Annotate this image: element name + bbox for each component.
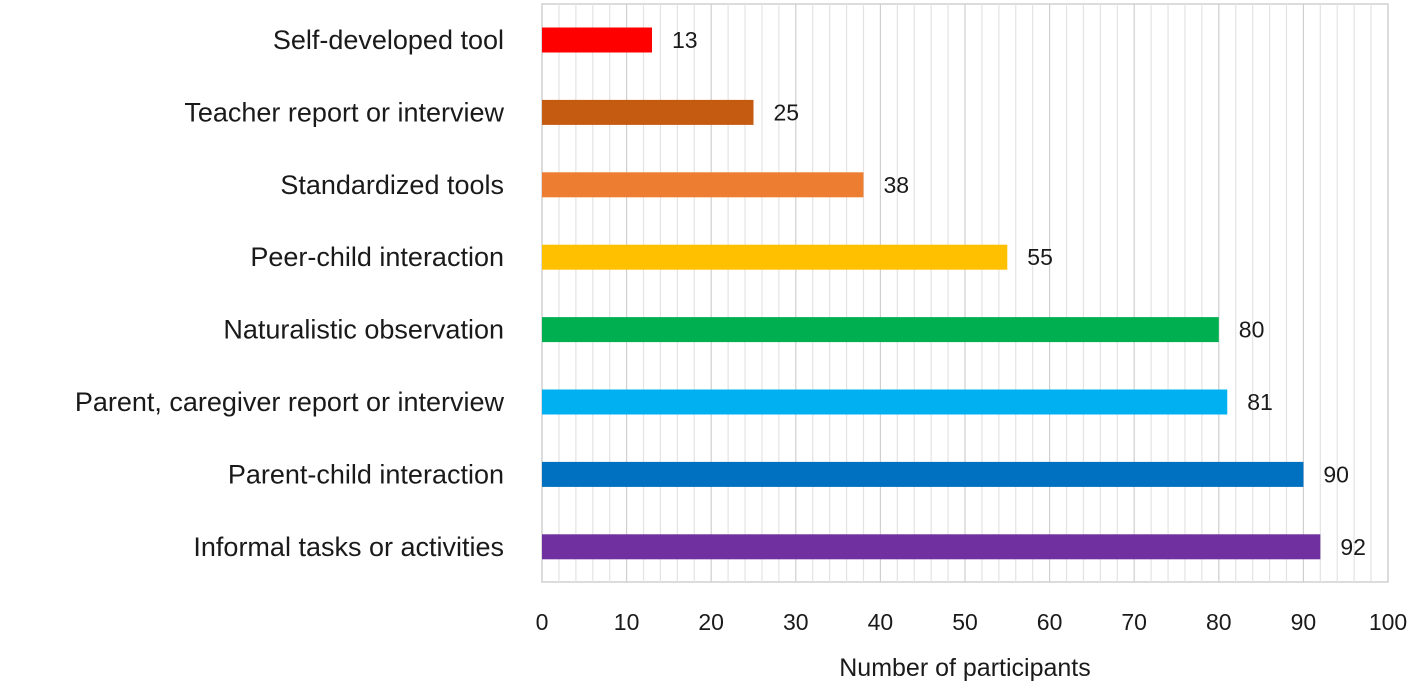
category-label-naturalistic-observation: Naturalistic observation: [223, 315, 504, 345]
bar-naturalistic-observation: [542, 317, 1219, 343]
bar-parent-child-interaction: [542, 461, 1304, 487]
bar-informal-tasks-or-activities: [542, 534, 1321, 560]
category-label-standardized-tools: Standardized tools: [280, 170, 504, 200]
x-tick-label: 80: [1206, 609, 1232, 635]
data-label-self-developed-tool: 13: [672, 27, 698, 53]
category-label-peer-child-interaction: Peer-child interaction: [250, 242, 504, 272]
x-tick-label: 50: [952, 609, 978, 635]
data-label-teacher-report-or-interview: 25: [774, 99, 800, 125]
data-label-parent-child-interaction: 90: [1323, 461, 1349, 487]
x-tick-label: 60: [1037, 609, 1063, 635]
bar-teacher-report-or-interview: [542, 99, 754, 125]
category-label-self-developed-tool: Self-developed tool: [273, 25, 504, 55]
x-tick-label: 30: [783, 609, 809, 635]
bar-parent-caregiver-report-or-interview: [542, 389, 1228, 415]
x-tick-label: 20: [698, 609, 724, 635]
x-tick-label: 10: [614, 609, 640, 635]
category-label-parent-child-interaction: Parent-child interaction: [228, 459, 504, 489]
category-label-teacher-report-or-interview: Teacher report or interview: [184, 97, 504, 127]
bar-standardized-tools: [542, 172, 864, 198]
x-tick-label: 0: [536, 609, 549, 635]
bar-peer-child-interaction: [542, 244, 1008, 270]
x-axis-title: Number of participants: [839, 654, 1091, 682]
category-label-parent-caregiver-report-or-interview: Parent, caregiver report or interview: [75, 387, 505, 417]
x-tick-label: 40: [868, 609, 894, 635]
x-tick-label: 90: [1291, 609, 1317, 635]
data-label-peer-child-interaction: 55: [1027, 244, 1053, 270]
x-tick-label: 70: [1121, 609, 1147, 635]
data-labels: 13 25 38 55 80 81 90 92: [672, 27, 1366, 560]
x-tick-labels: 0 10 20 30 40 50 60 70 80 90 100: [536, 609, 1408, 635]
data-label-standardized-tools: 38: [883, 172, 909, 198]
data-label-parent-caregiver-report-or-interview: 81: [1247, 389, 1273, 415]
bar-self-developed-tool: [542, 27, 652, 53]
data-label-informal-tasks-or-activities: 92: [1340, 534, 1366, 560]
bars: [542, 27, 1321, 560]
category-label-informal-tasks-or-activities: Informal tasks or activities: [193, 532, 504, 562]
data-label-naturalistic-observation: 80: [1239, 317, 1265, 343]
category-labels: Self-developed tool Teacher report or int…: [75, 25, 505, 562]
x-tick-label: 100: [1369, 609, 1407, 635]
